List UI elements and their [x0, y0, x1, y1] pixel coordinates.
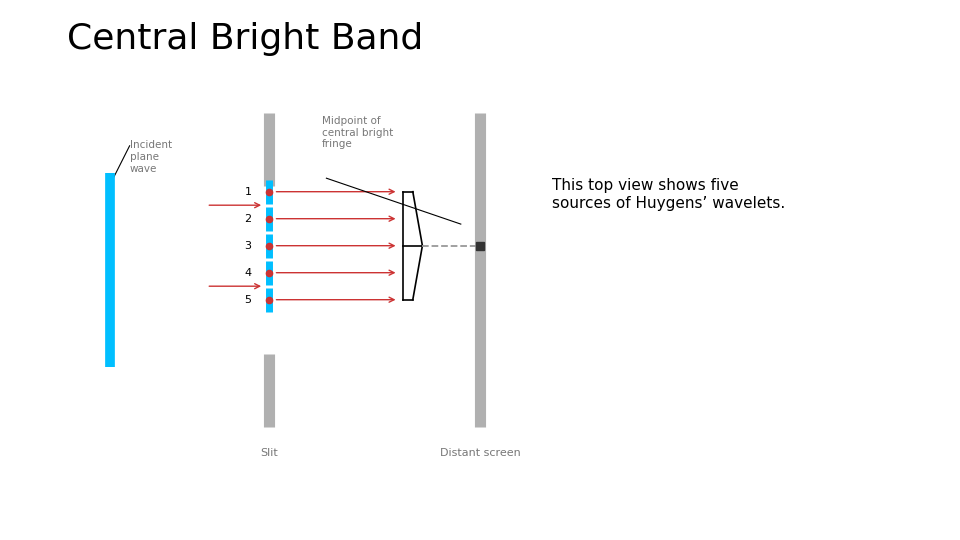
Text: Slit: Slit	[260, 448, 277, 458]
Text: Midpoint of
central bright
fringe: Midpoint of central bright fringe	[322, 116, 393, 149]
Text: 4: 4	[245, 268, 252, 278]
Text: Distant screen: Distant screen	[440, 448, 520, 458]
Text: 3: 3	[245, 241, 252, 251]
Text: 1: 1	[245, 187, 252, 197]
Text: Incident
plane
wave: Incident plane wave	[130, 140, 172, 173]
Text: 5: 5	[245, 295, 252, 305]
Text: Central Bright Band: Central Bright Band	[67, 22, 423, 56]
Text: 2: 2	[245, 214, 252, 224]
Text: This top view shows five
sources of Huygens’ wavelets.: This top view shows five sources of Huyg…	[552, 178, 785, 211]
